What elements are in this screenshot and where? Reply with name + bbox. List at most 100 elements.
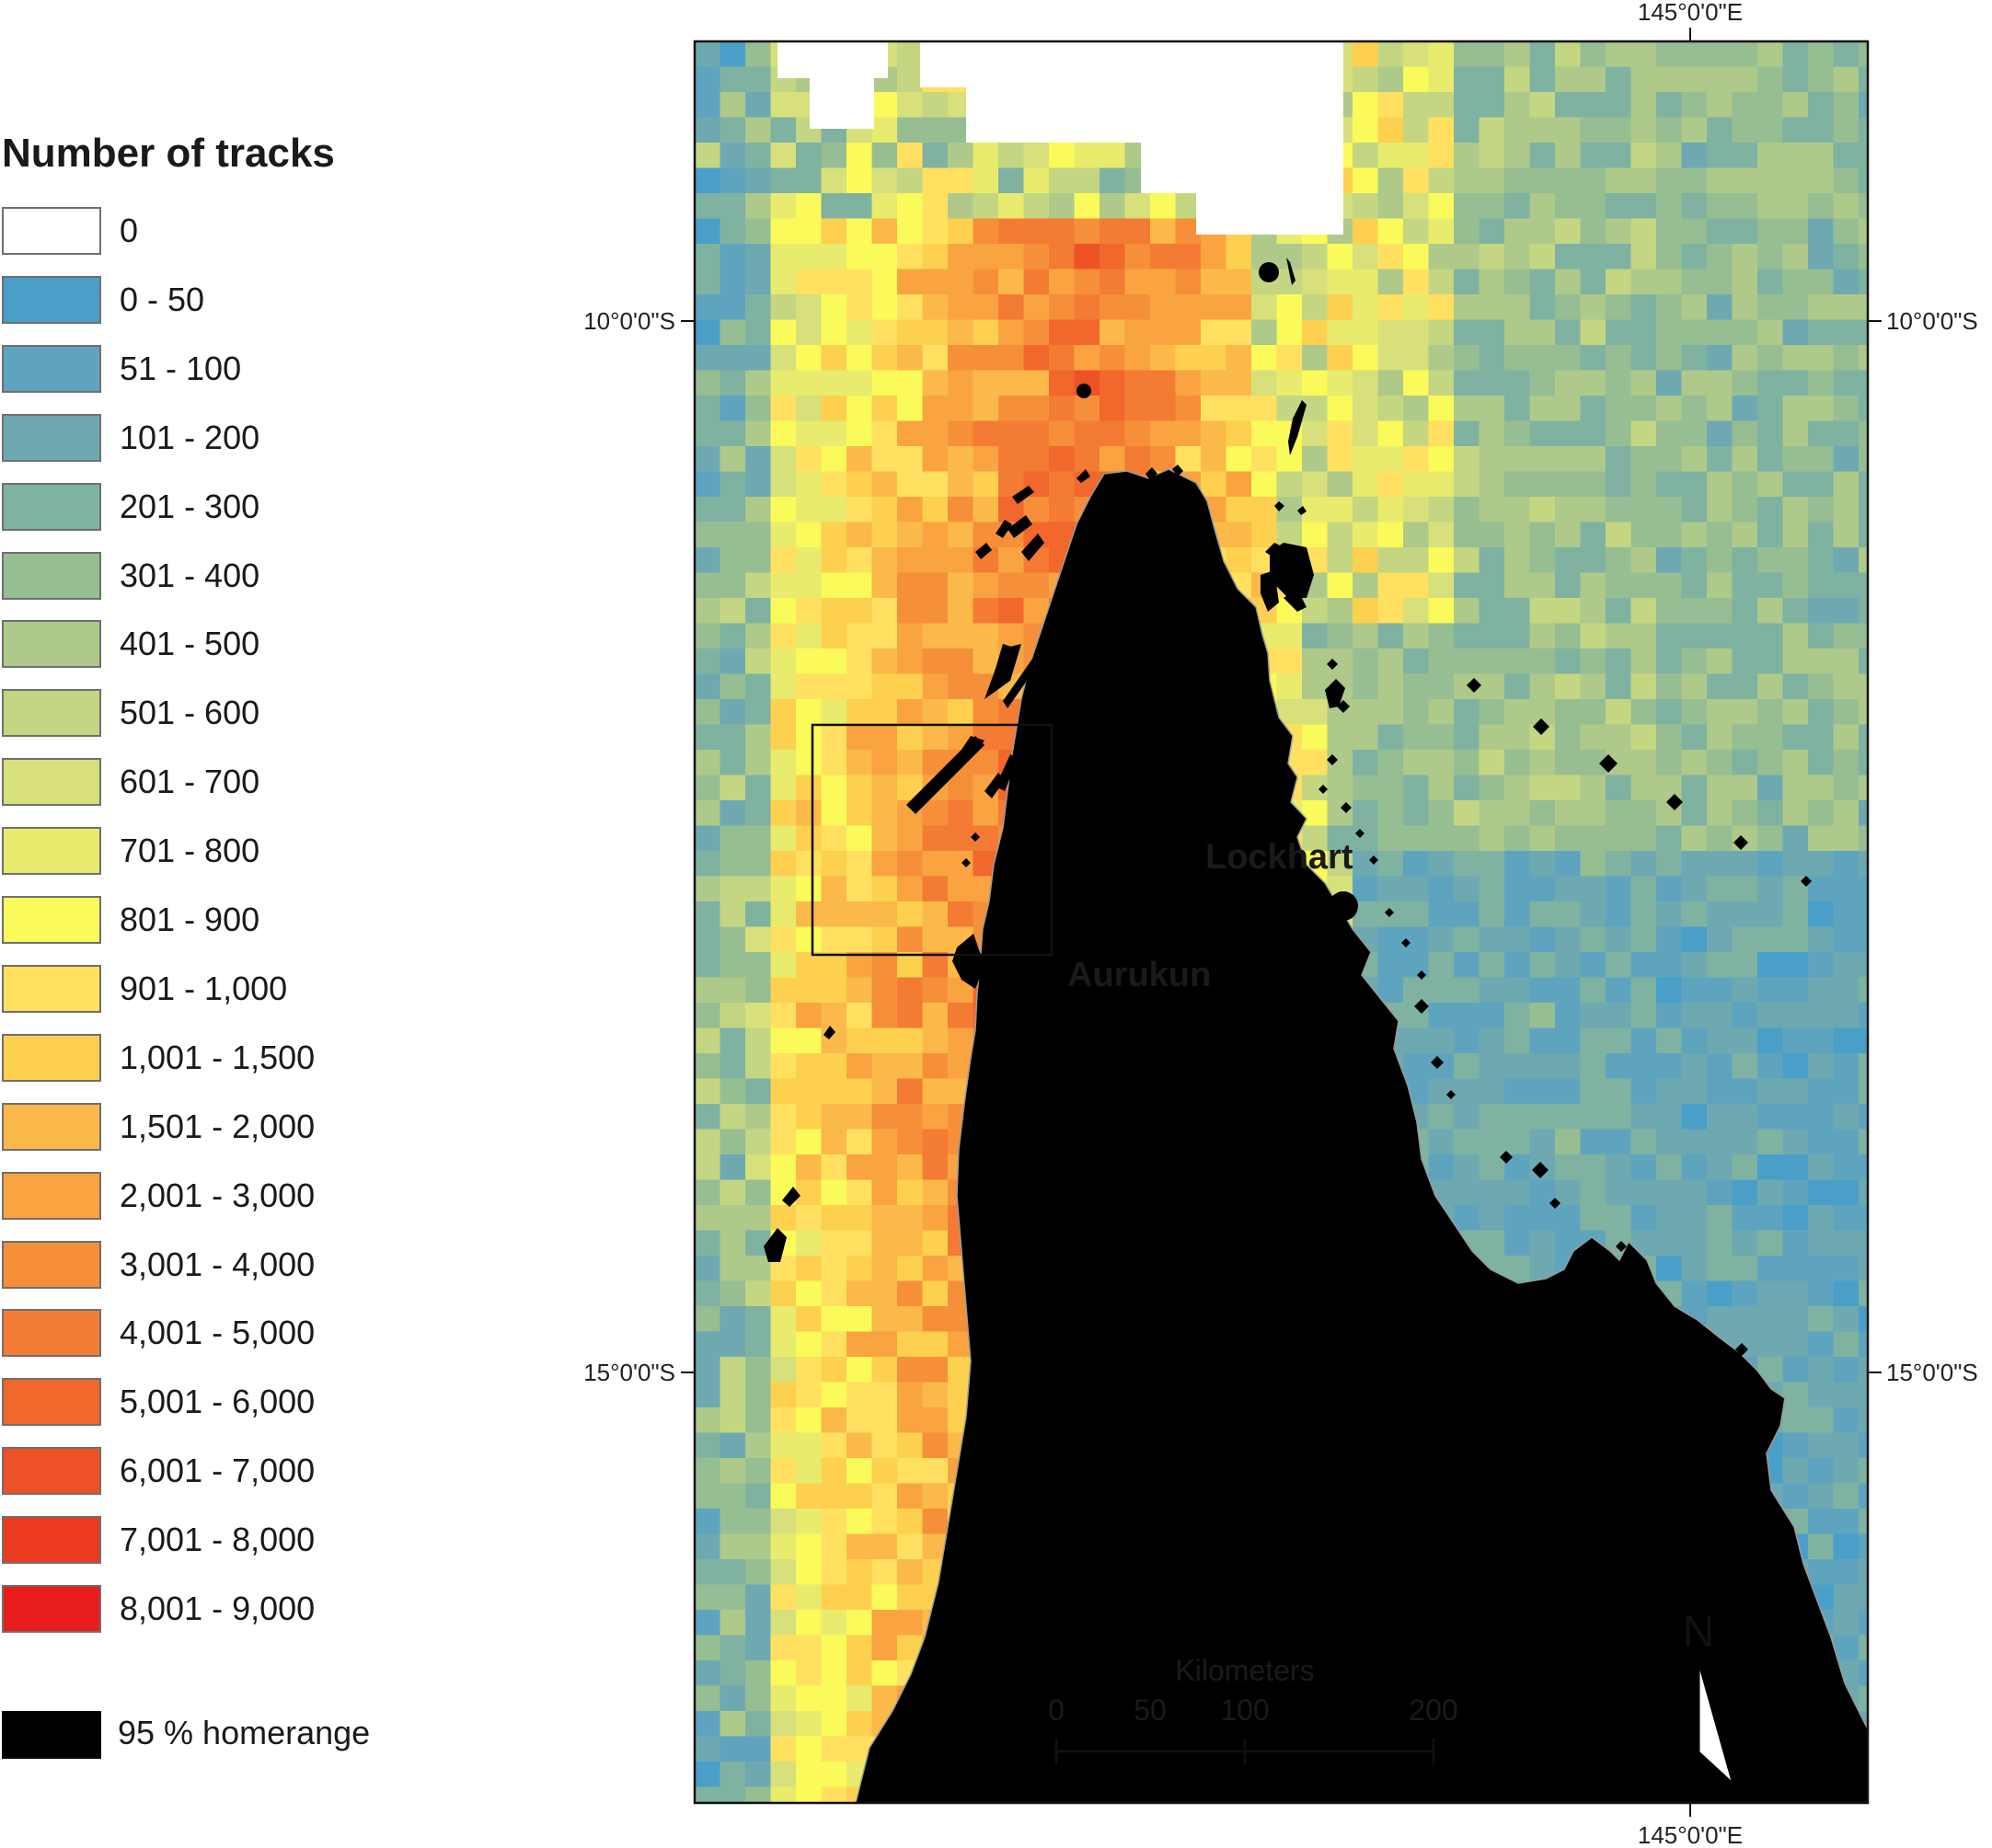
homerange-marker	[1666, 794, 1683, 810]
grid-cell	[1454, 143, 1480, 169]
grid-cell	[1428, 750, 1455, 776]
grid-cell	[1377, 673, 1404, 700]
grid-cell	[720, 623, 746, 649]
grid-cell	[1428, 269, 1455, 295]
grid-cell	[745, 117, 772, 143]
grid-cell	[1606, 1205, 1632, 1232]
grid-cell	[1681, 775, 1708, 801]
grid-cell	[695, 1584, 721, 1611]
grid-cell	[922, 901, 949, 928]
grid-cell	[922, 269, 949, 295]
grid-cell	[1782, 1331, 1809, 1358]
grid-cell	[1302, 699, 1329, 726]
grid-cell	[922, 1230, 949, 1257]
grid-cell	[1782, 66, 1809, 93]
grid-cell	[922, 1078, 949, 1105]
homerange-marker	[1467, 678, 1481, 693]
legend-swatch	[2, 1171, 101, 1220]
grid-cell	[1226, 345, 1252, 372]
grid-cell	[720, 41, 746, 68]
grid-cell	[1504, 876, 1531, 902]
grid-cell	[1049, 370, 1076, 396]
grid-cell	[1504, 699, 1531, 726]
grid-cell	[1504, 572, 1531, 599]
grid-cell	[1782, 1432, 1809, 1459]
grid-cell	[1656, 572, 1683, 599]
grid-cell	[1580, 926, 1606, 953]
grid-cell	[1606, 193, 1632, 220]
grid-cell	[1732, 1306, 1758, 1333]
grid-cell	[796, 1003, 823, 1029]
grid-cell	[1124, 193, 1151, 220]
grid-cell	[745, 901, 772, 928]
grid-cell	[1859, 1610, 1868, 1636]
grid-cell	[1732, 167, 1758, 194]
grid-cell	[922, 1053, 949, 1080]
grid-cell	[1656, 926, 1683, 953]
grid-cell	[720, 92, 746, 119]
grid-cell	[1479, 167, 1505, 194]
legend-label: 201 - 300	[120, 487, 260, 525]
legend-swatch	[2, 551, 101, 600]
grid-cell	[796, 294, 823, 321]
grid-cell	[1630, 193, 1657, 220]
grid-cell	[1707, 497, 1733, 523]
grid-cell	[1555, 420, 1582, 447]
grid-cell	[695, 1635, 721, 1661]
grid-cell	[770, 952, 797, 979]
grid-cell	[1428, 1027, 1455, 1054]
land-cape-york	[695, 468, 1868, 1803]
grid-cell	[1606, 269, 1632, 295]
lon-label-bottom: 145°0'0"E	[1638, 1821, 1743, 1848]
grid-cell	[948, 699, 974, 726]
grid-cell	[1150, 319, 1177, 346]
grid-cell	[1074, 269, 1100, 295]
grid-cell	[871, 1003, 898, 1029]
grid-cell	[948, 1027, 974, 1054]
grid-cell	[1454, 926, 1480, 953]
grid-cell	[745, 1533, 772, 1560]
grid-cell	[695, 1382, 721, 1408]
grid-cell	[770, 370, 797, 396]
grid-cell	[1124, 244, 1151, 270]
grid-cell	[1124, 294, 1151, 321]
grid-cell	[745, 143, 772, 169]
grid-cell	[1606, 370, 1632, 396]
grid-cell	[1656, 598, 1683, 625]
grid-cell	[745, 1762, 772, 1788]
grid-cell	[821, 1483, 847, 1509]
grid-cell	[1707, 876, 1733, 902]
grid-cell	[1327, 370, 1353, 396]
grid-cell	[1251, 420, 1278, 447]
grid-cell	[821, 471, 847, 498]
grid-cell	[720, 522, 746, 548]
grid-cell	[1833, 66, 1860, 93]
no-data-area	[810, 41, 874, 129]
grid-cell	[1428, 143, 1455, 169]
grid-cell	[720, 1711, 746, 1738]
grid-cell	[1782, 1407, 1809, 1434]
grid-cell	[1479, 117, 1505, 143]
grid-cell	[1049, 143, 1076, 169]
grid-cell	[1504, 977, 1531, 1004]
grid-cell	[897, 1357, 924, 1383]
grid-cell	[1302, 598, 1329, 625]
grid-cell	[1681, 876, 1708, 902]
grid-cell	[1859, 345, 1868, 372]
grid-cell	[1782, 1483, 1809, 1509]
legend-item: 1,001 - 1,500	[0, 1033, 432, 1085]
homerange-marker	[1327, 659, 1338, 670]
grid-cell	[1504, 901, 1531, 928]
grid-cell	[796, 269, 823, 295]
grid-cell	[1606, 699, 1632, 726]
grid-cell	[897, 1483, 924, 1509]
grid-cell	[1201, 294, 1227, 321]
grid-cell	[871, 1104, 898, 1131]
grid-cell	[796, 1331, 823, 1358]
grid-cell	[922, 345, 949, 372]
grid-cell	[998, 345, 1025, 372]
grid-cell	[1353, 497, 1379, 523]
grid-cell	[720, 1154, 746, 1181]
grid-cell	[1428, 775, 1455, 801]
grid-cell	[1454, 117, 1480, 143]
